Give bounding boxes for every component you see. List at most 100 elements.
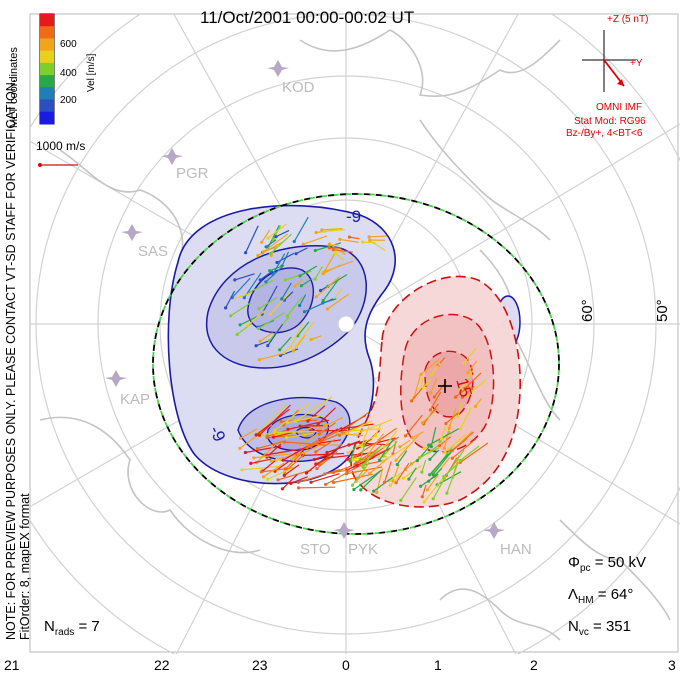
velocity-vector <box>281 282 292 300</box>
velocity-vector <box>467 379 487 396</box>
velocity-vector-origin <box>269 459 273 463</box>
colorbar-swatch <box>40 26 54 39</box>
velocity-vector-origin <box>314 230 318 235</box>
velocity-vector-origin <box>299 284 303 288</box>
velocity-vector-origin <box>278 348 282 352</box>
velocity-vector-origin <box>348 459 352 463</box>
velocity-vector <box>432 477 446 500</box>
velocity-vector-origin <box>415 459 419 463</box>
velocity-vector <box>267 466 296 480</box>
velocity-vector-origin <box>266 236 270 240</box>
velocity-vector <box>258 404 291 436</box>
velocity-vector-origin <box>473 404 477 408</box>
mlt-tick-3: 3 <box>668 657 676 673</box>
velocity-vector <box>474 398 482 407</box>
velocity-vector <box>324 229 346 232</box>
velocity-vector <box>281 251 290 267</box>
velocity-vector <box>294 279 303 287</box>
velocity-vector <box>436 471 462 486</box>
mlt-tick-21: 21 <box>4 657 20 673</box>
nvc-symbol: N <box>568 618 579 635</box>
velocity-vector-origin <box>320 228 324 232</box>
velocity-vector <box>346 420 373 434</box>
mlt-tick-1: 1 <box>434 657 442 673</box>
velocity-vector-origin <box>417 456 421 460</box>
velocity-vector <box>412 431 424 439</box>
velocity-vector <box>321 228 343 231</box>
velocity-vector-origin <box>258 339 262 343</box>
velocity-vector-origin <box>275 458 279 462</box>
velocity-vector <box>269 233 293 255</box>
velocity-vector <box>267 323 283 346</box>
velocity-vector-origin <box>321 298 325 303</box>
velocity-vector <box>355 468 370 482</box>
velocity-vector-origin <box>360 463 365 467</box>
imf-source: OMNI IMF <box>596 102 642 113</box>
velocity-vector-origin <box>314 450 318 454</box>
velocity-vector-origin <box>456 415 460 419</box>
velocity-vector <box>284 453 302 470</box>
velocity-vector-origin <box>280 487 284 491</box>
velocity-vector <box>257 240 284 257</box>
velocity-vector <box>368 235 387 238</box>
velocity-vector <box>378 437 395 461</box>
velocity-vector <box>369 457 388 474</box>
velocity-vector-origin <box>453 395 458 399</box>
velocity-vector-origin <box>444 421 448 426</box>
velocity-vector <box>315 439 335 453</box>
velocity-vector-origin <box>309 337 313 342</box>
velocity-vector-origin <box>268 312 272 316</box>
velocity-vector <box>336 432 364 437</box>
velocity-vector-origin <box>462 361 466 365</box>
velocity-vector <box>464 372 482 389</box>
velocity-vector-origin <box>238 446 242 450</box>
colorbar-tick-200: 200 <box>60 95 77 106</box>
colorbar-swatch <box>40 62 54 76</box>
velocity-vector-origin <box>410 436 414 440</box>
velocity-vector <box>286 296 303 317</box>
colorbar-swatch <box>40 99 54 113</box>
velocity-vector <box>457 401 463 418</box>
velocity-vector-origin <box>359 488 363 492</box>
velocity-vector <box>272 253 286 275</box>
velocity-vector <box>383 445 409 462</box>
lat-label-50: 50° <box>654 299 671 322</box>
velocity-vector-origin <box>331 248 335 252</box>
preview-note: NOTE: FOR PREVIEW PURPOSES ONLY. PLEASE … <box>4 79 32 640</box>
velocity-vector-origin <box>382 445 386 449</box>
station-kod: KOD <box>282 79 315 96</box>
velocity-vector-origin <box>256 253 260 258</box>
velocity-vector-origin <box>305 446 309 450</box>
velocity-vector-origin <box>398 445 402 449</box>
velocity-vector-origin <box>298 274 302 278</box>
velocity-vector <box>359 439 367 460</box>
velocity-vector-origin <box>282 440 287 444</box>
velocity-vector-origin <box>355 463 359 467</box>
velocity-vector-origin <box>258 278 262 282</box>
velocity-vector-origin <box>294 252 298 256</box>
velocity-vector-origin <box>244 251 248 255</box>
velocity-vector <box>297 321 310 337</box>
imf-condition: Bz-/By+, 4<BT<6 <box>566 128 643 139</box>
potential-max-marker <box>438 379 452 393</box>
velocity-vector <box>375 424 382 436</box>
velocity-vector <box>253 453 292 459</box>
velocity-vector <box>362 445 382 466</box>
velocity-vector <box>299 294 307 306</box>
velocity-vector <box>287 414 324 424</box>
lambda-subscript: HM <box>578 595 594 606</box>
velocity-vector-origin <box>274 235 278 239</box>
velocity-vector-origin <box>420 470 424 474</box>
velocity-vector-origin <box>283 278 287 282</box>
velocity-vector <box>362 241 376 244</box>
velocity-vector-origin <box>345 457 349 462</box>
velocity-vector <box>283 344 293 354</box>
velocity-vector <box>322 278 340 301</box>
velocity-vector-origin <box>442 476 446 480</box>
velocity-vector-origin <box>306 419 310 423</box>
velocity-vector-origin <box>259 470 263 474</box>
mlt-tick-2: 2 <box>530 657 538 673</box>
velocity-vector-origin <box>361 240 365 244</box>
velocity-vector <box>282 445 308 461</box>
velocity-vector-origin <box>438 440 442 444</box>
